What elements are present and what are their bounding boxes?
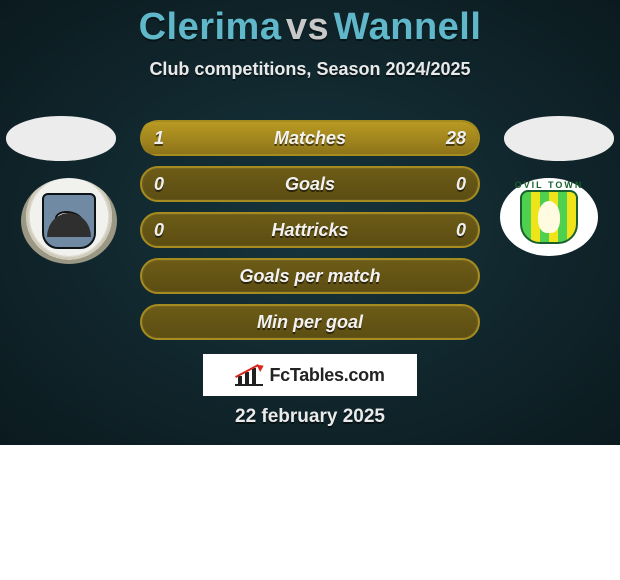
- stat-label: Goals: [142, 168, 478, 200]
- stat-label: Hattricks: [142, 214, 478, 246]
- club-crest-right: OVIL TOWN: [500, 178, 598, 264]
- stat-bar: 128Matches: [140, 120, 480, 156]
- stat-bars: 128Matches 00Goals 00Hattricks Goals per ma…: [140, 120, 480, 350]
- brand-chart-icon: [235, 364, 263, 386]
- title-row: Clerima vs Wannell: [0, 0, 620, 49]
- player-portrait-right: [504, 116, 614, 161]
- stat-bar: Min per goal: [140, 304, 480, 340]
- player-portrait-left: [6, 116, 116, 161]
- title-vs: vs: [286, 6, 329, 48]
- subtitle: Club competitions, Season 2024/2025: [0, 59, 620, 80]
- below-whitespace: [0, 445, 620, 580]
- stat-bar: 00Hattricks: [140, 212, 480, 248]
- title-player-left: Clerima: [139, 6, 282, 48]
- title-player-right: Wannell: [334, 6, 482, 48]
- comparison-card: Clerima vs Wannell Club competitions, Se…: [0, 0, 620, 445]
- brand-text: FcTables.com: [269, 365, 384, 386]
- crest-ring-text: OVIL TOWN: [506, 180, 592, 190]
- stat-label: Min per goal: [142, 306, 478, 338]
- comparison-date: 22 february 2025: [0, 406, 620, 428]
- brand-watermark: FcTables.com: [203, 354, 417, 396]
- stat-bar: Goals per match: [140, 258, 480, 294]
- club-crest-left: [20, 178, 118, 264]
- stat-bar: 00Goals: [140, 166, 480, 202]
- lion-icon: [538, 201, 560, 233]
- stat-label: Goals per match: [142, 260, 478, 292]
- stat-label: Matches: [142, 122, 478, 154]
